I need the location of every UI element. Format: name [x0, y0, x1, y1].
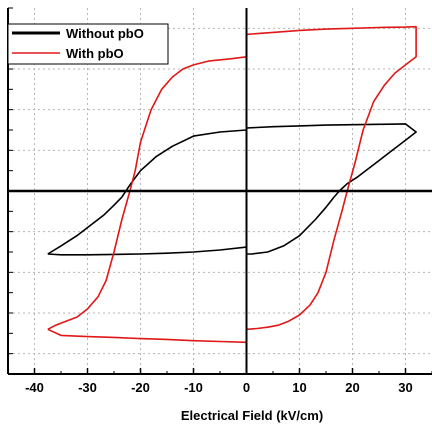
x-tick-label: -30	[78, 380, 97, 395]
x-tick-labels: -40 -30 -20 -10 0 10 20 30	[25, 380, 413, 395]
legend-box	[7, 23, 169, 65]
series-line-without-pbo	[47, 123, 417, 256]
x-tick-label: -10	[184, 380, 203, 395]
x-axis-title: Electrical Field (kV/cm)	[181, 408, 323, 423]
legend: Without pbO With pbO	[7, 23, 169, 65]
x-tick-label: -40	[25, 380, 44, 395]
series-layer	[47, 25, 417, 344]
series-line-with-pbo	[47, 25, 417, 344]
legend-label-without-pbo: Without pbO	[66, 26, 144, 41]
legend-label-with-pbo: With pbO	[66, 46, 124, 61]
x-tick-label: -20	[131, 380, 150, 395]
axes-layer	[7, 8, 432, 375]
x-tick-label: 20	[345, 380, 359, 395]
x-tick-label: 0	[243, 380, 250, 395]
x-tick-label: 10	[292, 380, 306, 395]
x-tick-label: 30	[398, 380, 412, 395]
